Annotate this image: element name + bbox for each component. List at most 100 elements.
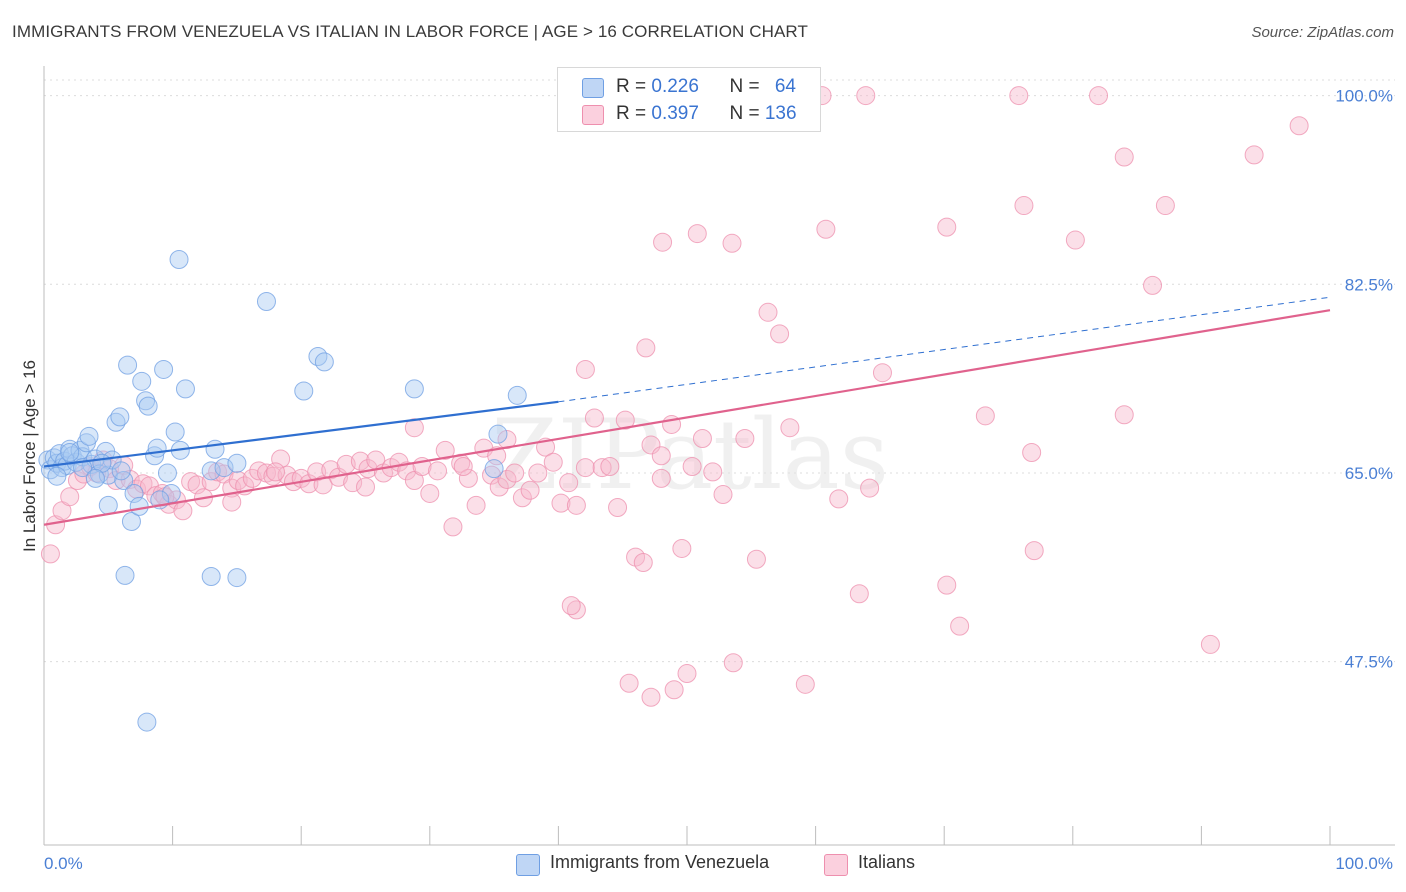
data-point [321, 460, 341, 480]
data-point [543, 452, 563, 472]
data-point [723, 653, 743, 673]
trend-layer [43, 296, 1331, 526]
data-point [98, 465, 118, 485]
data-point [520, 480, 540, 500]
axes [43, 66, 1395, 846]
data-point [1065, 230, 1085, 250]
data-point [60, 442, 80, 462]
data-point [85, 468, 105, 488]
data-point [619, 673, 639, 693]
data-point [722, 233, 742, 253]
chart-title: IMMIGRANTS FROM VENEZUELA VS ITALIAN IN … [12, 22, 808, 41]
data-point [1022, 442, 1042, 462]
data-point [121, 512, 141, 532]
data-point [249, 461, 269, 481]
data-point [672, 538, 692, 558]
x-tick-label: 0.0% [44, 854, 83, 873]
data-point [816, 219, 836, 239]
data-point [129, 496, 149, 516]
data-point [551, 493, 571, 513]
data-point [937, 217, 957, 237]
data-point [975, 406, 995, 426]
data-point [138, 396, 158, 416]
data-point [294, 381, 314, 401]
data-point [47, 466, 67, 486]
data-point [687, 224, 707, 244]
data-point [677, 664, 697, 684]
trend-line [43, 309, 1331, 526]
data-point [124, 483, 144, 503]
data-point [110, 407, 130, 427]
data-point [308, 347, 328, 367]
data-point [758, 302, 778, 322]
data-point [489, 477, 509, 497]
data-point [692, 428, 712, 448]
data-point [856, 86, 876, 106]
data-point [512, 488, 532, 508]
y-tick-label: 47.5% [1345, 653, 1393, 672]
data-point [111, 461, 131, 481]
data-point [1155, 196, 1175, 216]
data-point [641, 687, 661, 707]
data-point [795, 674, 815, 694]
data-point [1014, 196, 1034, 216]
data-point [404, 379, 424, 399]
data-point [575, 359, 595, 379]
r-label: R = [616, 76, 652, 97]
data-point [633, 552, 653, 572]
data-point [497, 469, 517, 489]
data-point [271, 449, 291, 469]
data-point [653, 232, 673, 252]
tick-labels: 100.0% 82.5% 65.0% 47.5% 0.0% 100.0% [44, 87, 1393, 873]
data-point [937, 575, 957, 595]
data-point [703, 462, 723, 482]
grid [44, 79, 1395, 663]
data-point [147, 438, 167, 458]
data-point [165, 422, 185, 442]
data-point [227, 568, 247, 588]
n-value-italians: 136 [764, 103, 797, 124]
data-point [242, 468, 262, 488]
data-point [1244, 145, 1264, 165]
data-point [664, 680, 684, 700]
data-point [746, 549, 766, 569]
data-point [201, 566, 221, 586]
data-point [313, 475, 333, 495]
data-point [651, 446, 671, 466]
legend-swatch-venezuela [582, 78, 604, 98]
data-point [507, 385, 527, 405]
data-point [1114, 405, 1134, 425]
data-point [484, 459, 504, 479]
data-point [227, 453, 247, 473]
data-point [60, 487, 80, 507]
data-point [118, 355, 138, 375]
data-point [154, 359, 174, 379]
x-tick-label: 100.0% [1335, 854, 1393, 873]
y-axis-label: In Labor Force | Age > 16 [20, 360, 39, 552]
data-point [505, 463, 525, 483]
data-point [770, 324, 790, 344]
data-point [566, 495, 586, 515]
data-point [1089, 86, 1109, 106]
data-point [205, 439, 225, 459]
n-label: N = [729, 103, 765, 124]
y-tick-label: 100.0% [1335, 87, 1393, 106]
r-value-italians: 0.397 [651, 103, 699, 124]
data-point [136, 391, 156, 411]
data-point [173, 501, 193, 521]
data-point [1289, 116, 1309, 136]
data-point [79, 426, 99, 446]
n-label: N = [729, 76, 765, 97]
data-point [682, 457, 702, 477]
data-point [592, 458, 612, 478]
data-point [713, 485, 733, 505]
data-point [466, 495, 486, 515]
data-point [169, 249, 189, 269]
legend-swatch-italians [582, 105, 604, 125]
data-point [1200, 634, 1220, 654]
data-point [575, 458, 595, 478]
source-credit: Source: ZipAtlas.com [1251, 24, 1394, 41]
data-point [115, 565, 135, 585]
r-label: R = [616, 103, 652, 124]
